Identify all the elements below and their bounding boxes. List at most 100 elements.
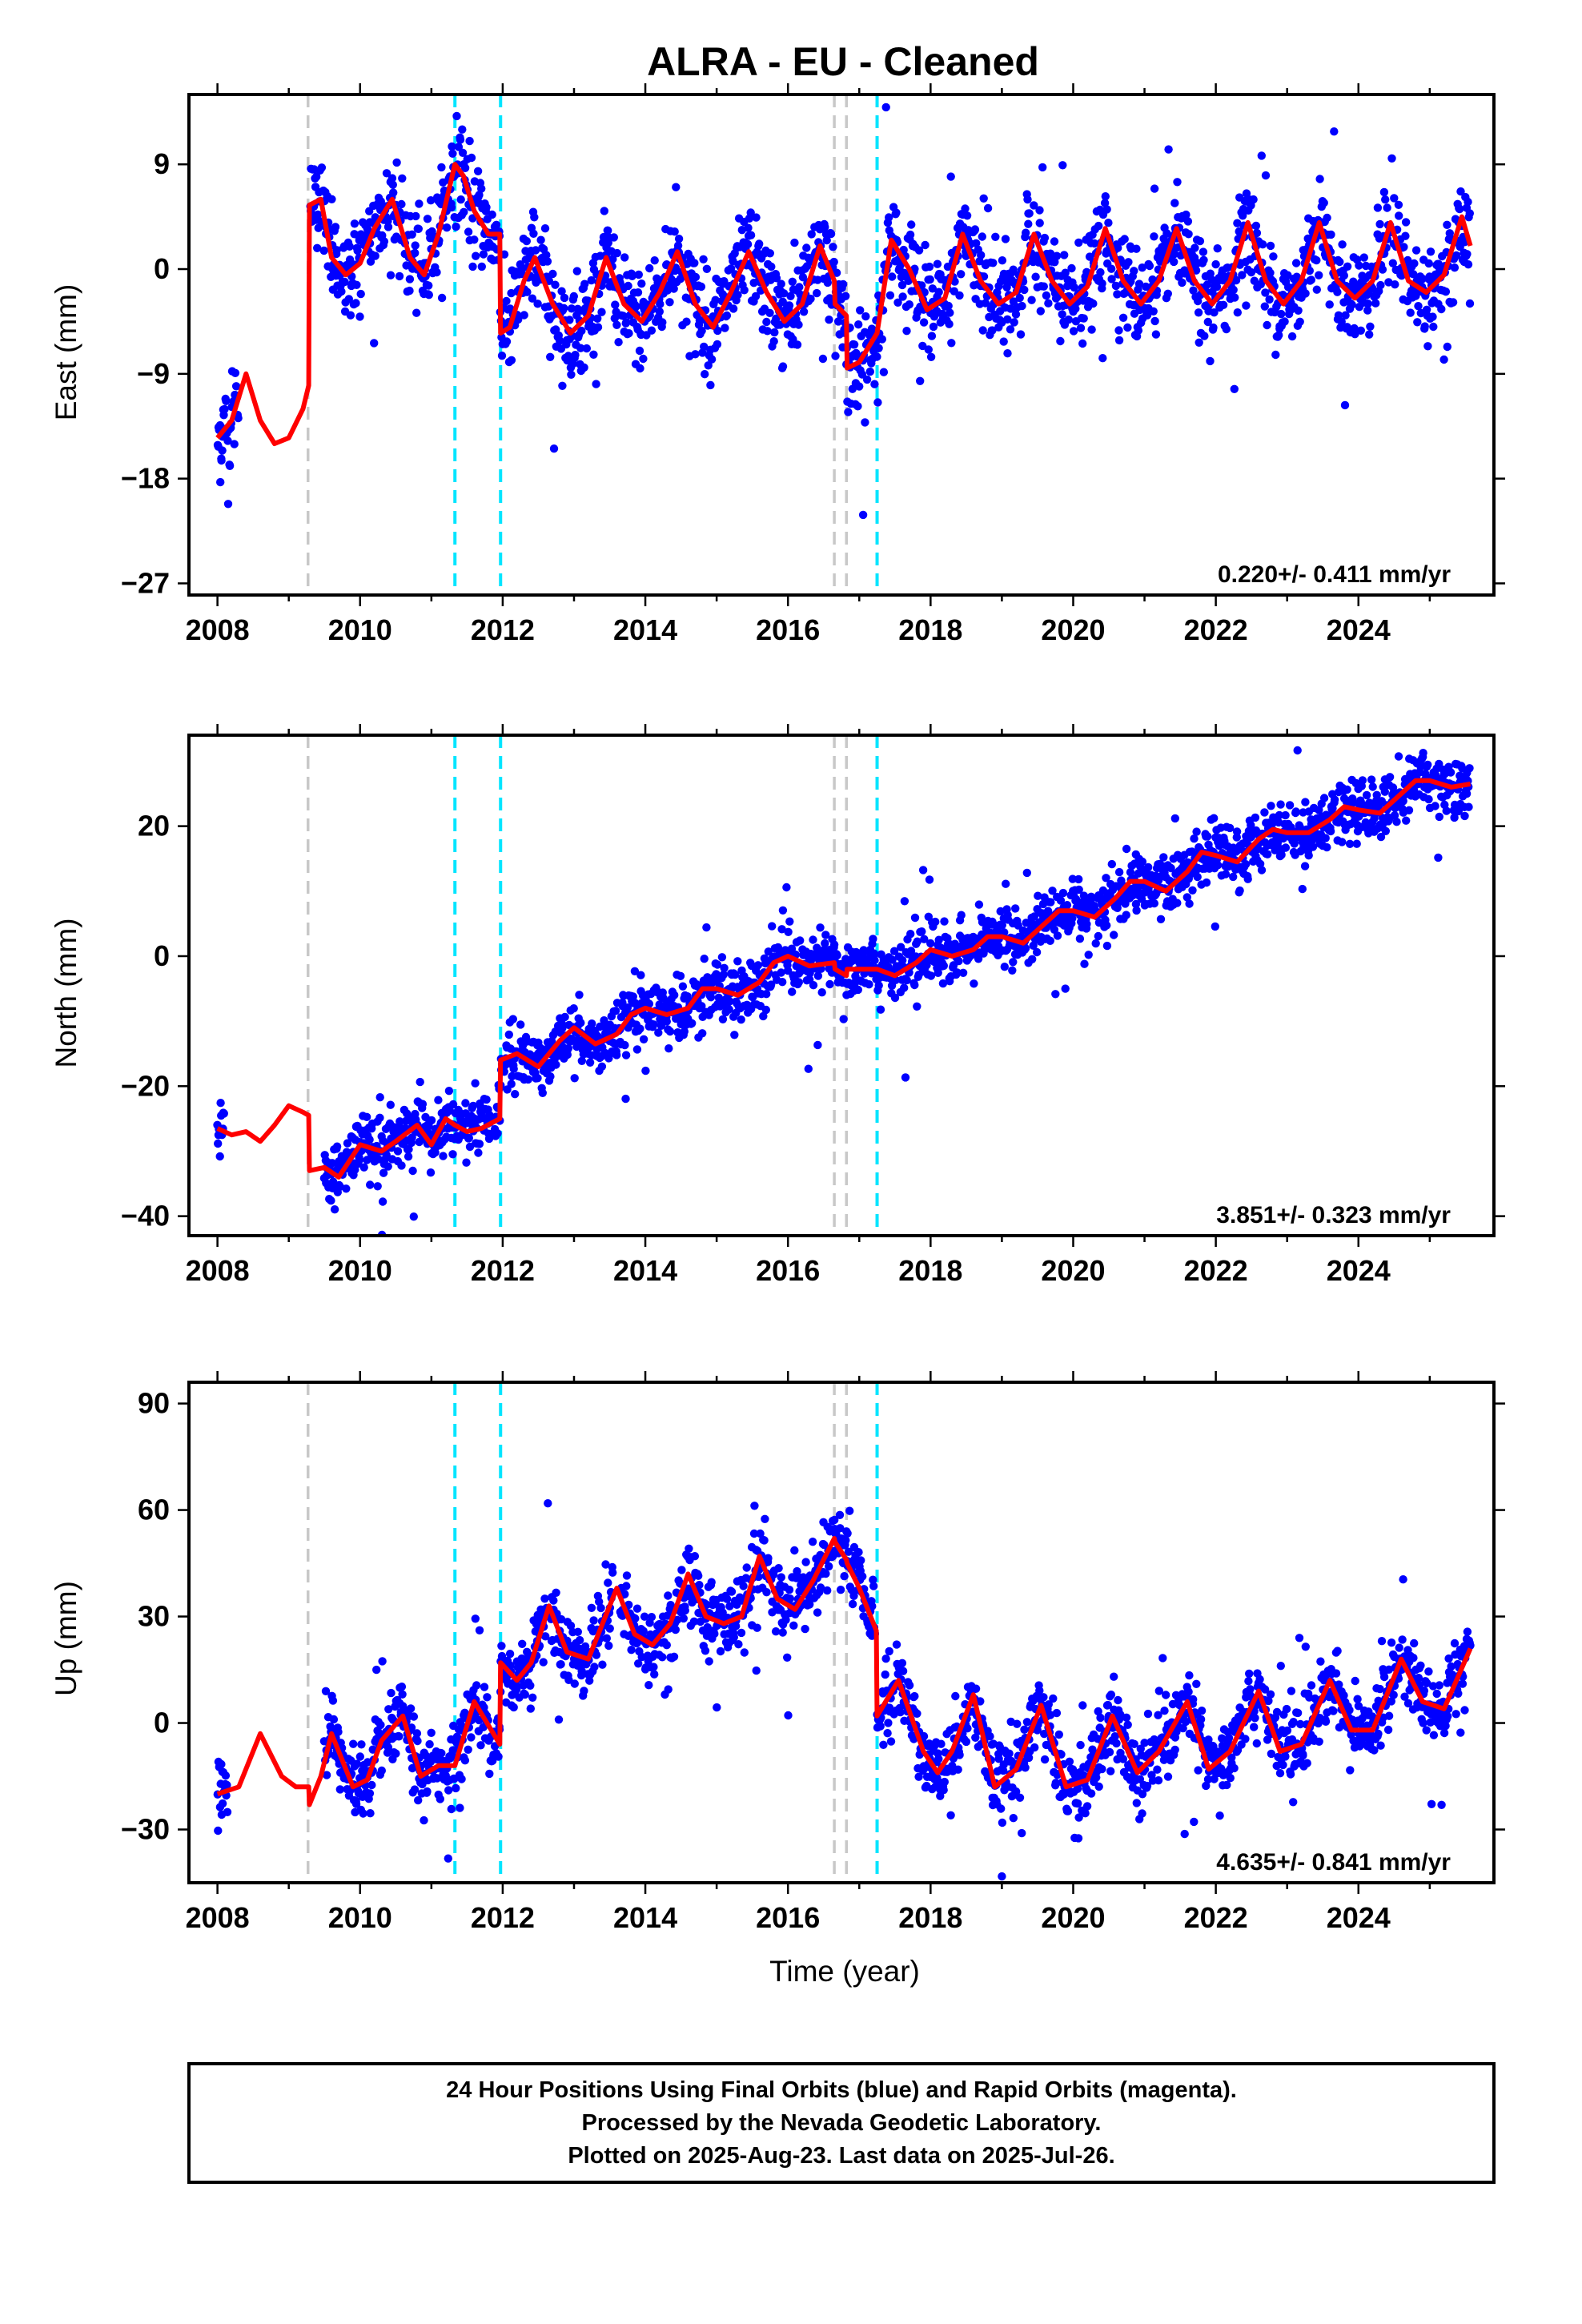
north-data-point [730, 1031, 739, 1039]
north-data-point [678, 982, 688, 991]
north-frame [187, 734, 1496, 1237]
east-data-point [873, 352, 881, 361]
up-data-point [596, 1603, 605, 1613]
east-data-point [467, 153, 476, 163]
north-data-point [404, 1152, 413, 1161]
north-data-point [901, 1073, 910, 1082]
east-data-point [826, 229, 836, 239]
east-data-point [1266, 241, 1275, 251]
east-ytick-label: 0 [154, 252, 170, 285]
east-data-point [972, 239, 981, 247]
east-data-point [639, 354, 648, 364]
east-data-point [1233, 219, 1242, 227]
east-data-point [1251, 221, 1261, 231]
up-data-point [841, 1536, 850, 1545]
north-data-point [1213, 861, 1223, 870]
north-data-point [719, 970, 728, 979]
east-data-point [988, 326, 997, 335]
east-data-point [1229, 285, 1238, 295]
north-data-point [654, 1028, 663, 1037]
north-data-point [564, 1043, 573, 1053]
east-xtick-label: 2008 [186, 613, 250, 646]
east-data-point [218, 446, 227, 455]
east-data-point [593, 323, 603, 332]
east-data-point [345, 242, 354, 251]
north-data-point [1082, 919, 1091, 929]
east-data-point [1387, 154, 1396, 163]
up-data-point [573, 1627, 582, 1637]
east-data-point [386, 271, 396, 279]
north-data-point [375, 1093, 384, 1102]
north-data-point [439, 1152, 448, 1160]
north-data-point [408, 1166, 417, 1176]
north-data-point [1150, 899, 1159, 908]
east-data-point [389, 188, 398, 197]
north-data-point [821, 931, 830, 939]
east-data-point [604, 226, 612, 235]
east-data-point [1067, 263, 1076, 273]
north-data-point [957, 911, 966, 919]
up-data-point [604, 1641, 613, 1651]
north-data-point [1390, 811, 1399, 820]
north-data-point [782, 883, 791, 892]
up-data-point [321, 1687, 331, 1695]
north-data-point [1304, 851, 1313, 860]
north-data-point [733, 957, 742, 966]
north-data-point [1190, 834, 1199, 843]
up-data-point [840, 1572, 849, 1581]
north-data-point [766, 980, 776, 989]
up-data-point [801, 1558, 810, 1566]
north-data-point [1419, 749, 1427, 758]
east-data-point [217, 456, 226, 465]
east-data-point [633, 288, 643, 297]
north-plot-area [213, 735, 1474, 1236]
east-data-point [1061, 268, 1070, 277]
up-data-point [608, 1568, 617, 1577]
east-data-point [1206, 356, 1215, 366]
north-data-point [1319, 794, 1329, 802]
east-data-point [1359, 253, 1369, 262]
east-xtick-label: 2018 [898, 613, 962, 646]
east-data-point [448, 142, 456, 151]
up-data-point [467, 1733, 476, 1742]
north-data-point [1203, 832, 1212, 841]
east-data-point [740, 286, 749, 295]
east-data-point [907, 220, 916, 229]
east-data-point [807, 230, 816, 239]
east-data-point [1376, 280, 1385, 290]
east-data-point [1094, 221, 1103, 231]
up-data-point [790, 1546, 799, 1555]
north-ytick-label: −40 [121, 1200, 170, 1232]
east-data-point [1410, 259, 1419, 268]
north-data-point [1385, 773, 1395, 782]
north-data-point [702, 923, 711, 932]
north-data-point [1267, 802, 1275, 810]
east-fit-line [215, 162, 1473, 446]
north-data-point [1121, 899, 1130, 908]
east-data-point [1148, 275, 1157, 284]
east-data-point [352, 280, 361, 289]
north-data-point [931, 917, 940, 927]
north-data-point [464, 1133, 473, 1143]
north-data-point [787, 944, 797, 953]
up-data-point [518, 1639, 527, 1648]
east-data-point [844, 408, 853, 416]
east-data-point [567, 304, 576, 313]
east-data-point [1130, 267, 1138, 275]
up-data-point [577, 1667, 586, 1675]
east-data-point [475, 191, 484, 199]
east-data-point [470, 235, 479, 244]
east-data-point [1383, 203, 1391, 212]
north-data-point [1326, 826, 1335, 836]
north-data-point [1159, 853, 1168, 862]
up-data-point [753, 1623, 761, 1632]
north-data-point [926, 939, 935, 948]
east-data-point [673, 241, 683, 250]
up-data-point [587, 1603, 596, 1613]
east-data-point [502, 337, 512, 346]
east-data-point [1378, 265, 1387, 274]
up-data-point [702, 1600, 711, 1610]
up-data-point [632, 1604, 642, 1613]
up-data-point [566, 1621, 576, 1630]
east-data-point [813, 288, 821, 298]
